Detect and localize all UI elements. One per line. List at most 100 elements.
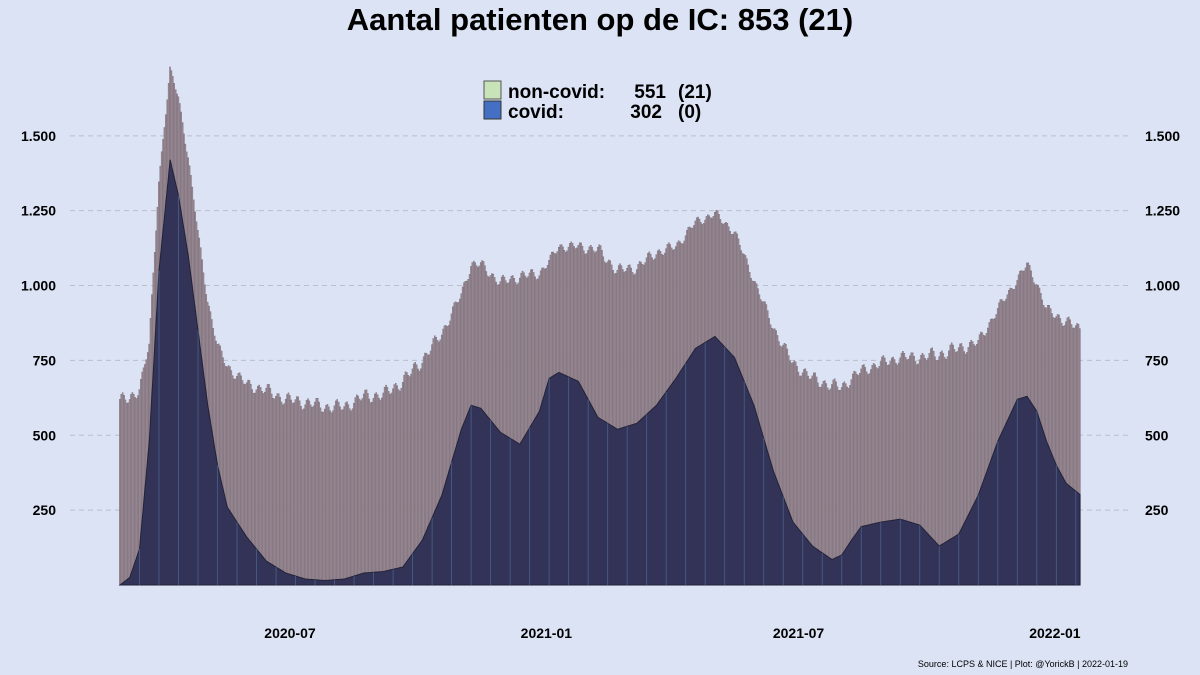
y-axis-left: 250 500 750 1.000 1.250 1.500 <box>21 128 56 518</box>
legend-swatch-noncovid <box>483 80 502 100</box>
noncovid-bar <box>365 389 368 586</box>
noncovid-bar <box>265 387 267 586</box>
noncovid-bar <box>322 411 325 586</box>
noncovid-bar <box>290 399 292 586</box>
noncovid-bar <box>336 399 338 586</box>
noncovid-bar <box>283 403 286 586</box>
noncovid-bar <box>312 405 315 586</box>
noncovid-bar <box>130 394 132 586</box>
y-tick-label-right: 1.250 <box>1145 203 1180 219</box>
noncovid-bar <box>346 401 348 586</box>
noncovid-bar <box>404 371 407 586</box>
noncovid-bar <box>264 391 266 586</box>
noncovid-bar <box>268 384 270 586</box>
noncovid-bar <box>393 384 396 586</box>
noncovid-bar <box>339 406 341 586</box>
noncovid-bar <box>328 406 330 586</box>
noncovid-bar <box>351 408 354 586</box>
noncovid-bar <box>305 400 308 586</box>
noncovid-bar <box>296 396 298 586</box>
noncovid-bar <box>266 384 269 586</box>
noncovid-bar <box>369 402 372 586</box>
noncovid-bar <box>325 405 327 586</box>
noncovid-bar <box>378 398 380 586</box>
noncovid-bar <box>389 393 391 586</box>
noncovid-bar <box>340 409 343 586</box>
noncovid-bar <box>286 394 288 586</box>
noncovid-bar <box>396 385 398 586</box>
noncovid-bar <box>362 393 365 586</box>
noncovid-bar <box>127 402 129 586</box>
noncovid-bar <box>332 410 334 586</box>
noncovid-bar <box>319 407 322 586</box>
noncovid-bar <box>836 386 839 586</box>
noncovid-bar <box>277 393 280 586</box>
noncovid-bar <box>833 378 836 586</box>
y-tick-label-right: 500 <box>1145 427 1169 443</box>
legend-swatch-covid <box>483 100 502 120</box>
y-tick-label-right: 750 <box>1145 352 1169 368</box>
noncovid-bar <box>368 398 371 586</box>
noncovid-bar <box>376 394 379 586</box>
noncovid-bar <box>342 409 344 586</box>
noncovid-bar <box>350 410 352 586</box>
noncovid-bar <box>344 402 347 586</box>
noncovid-bar <box>364 389 366 586</box>
noncovid-bar <box>304 404 306 586</box>
noncovid-bar <box>310 404 312 586</box>
noncovid-bar <box>329 410 332 586</box>
x-tick-label: 2021-07 <box>773 625 825 641</box>
y-tick-label-right: 1.000 <box>1145 278 1180 294</box>
noncovid-bar <box>316 397 319 586</box>
legend-change-noncovid: (21) <box>678 82 712 103</box>
noncovid-bar <box>386 386 389 586</box>
noncovid-bar <box>298 400 301 586</box>
noncovid-bar <box>133 394 135 586</box>
noncovid-bar <box>388 391 390 586</box>
noncovid-bar <box>397 389 400 586</box>
noncovid-bar <box>276 393 279 586</box>
noncovid-bar <box>124 399 127 586</box>
y-tick-label-right: 250 <box>1145 502 1169 518</box>
x-tick-label: 2020-07 <box>264 625 316 641</box>
noncovid-bar <box>303 408 305 586</box>
noncovid-bar <box>289 395 291 586</box>
y-tick-label-right: 1.500 <box>1145 128 1180 144</box>
noncovid-bar <box>272 398 274 586</box>
noncovid-bar <box>392 388 394 586</box>
noncovid-bar <box>831 384 833 586</box>
noncovid-bar <box>326 404 329 586</box>
chart-title: Aantal patienten op de IC: 853 (21) <box>347 2 853 37</box>
noncovid-bar <box>360 400 362 586</box>
noncovid-bar <box>271 393 273 586</box>
noncovid-bar <box>410 373 412 586</box>
noncovid-bar <box>367 393 369 586</box>
noncovid-bar <box>330 412 333 586</box>
noncovid-bar <box>119 399 121 586</box>
noncovid-bar <box>308 400 311 586</box>
noncovid-bar <box>126 402 128 586</box>
noncovid-bar <box>408 376 411 586</box>
y-tick-label-left: 1.500 <box>21 128 56 144</box>
source-credit: Source: LCPS & NICE | Plot: @YorickB | 2… <box>918 659 1128 669</box>
noncovid-bar <box>372 398 375 586</box>
noncovid-bar <box>371 401 373 586</box>
legend-value-covid: 302 <box>630 102 662 123</box>
noncovid-bar <box>314 401 316 586</box>
noncovid-bar <box>321 411 323 586</box>
noncovid-bar <box>335 400 337 586</box>
noncovid-bar <box>343 406 345 586</box>
noncovid-bar <box>333 405 336 586</box>
noncovid-bar <box>291 402 294 586</box>
noncovid-bar <box>395 382 397 586</box>
noncovid-bar <box>401 381 404 586</box>
noncovid-bar <box>279 396 281 586</box>
noncovid-bar <box>347 404 350 586</box>
noncovid-bar <box>311 407 313 586</box>
noncovid-bar <box>385 384 387 586</box>
noncovid-bar <box>374 393 376 586</box>
noncovid-bar <box>121 392 124 586</box>
noncovid-bar <box>835 381 837 586</box>
legend-change-covid: (0) <box>678 102 701 123</box>
